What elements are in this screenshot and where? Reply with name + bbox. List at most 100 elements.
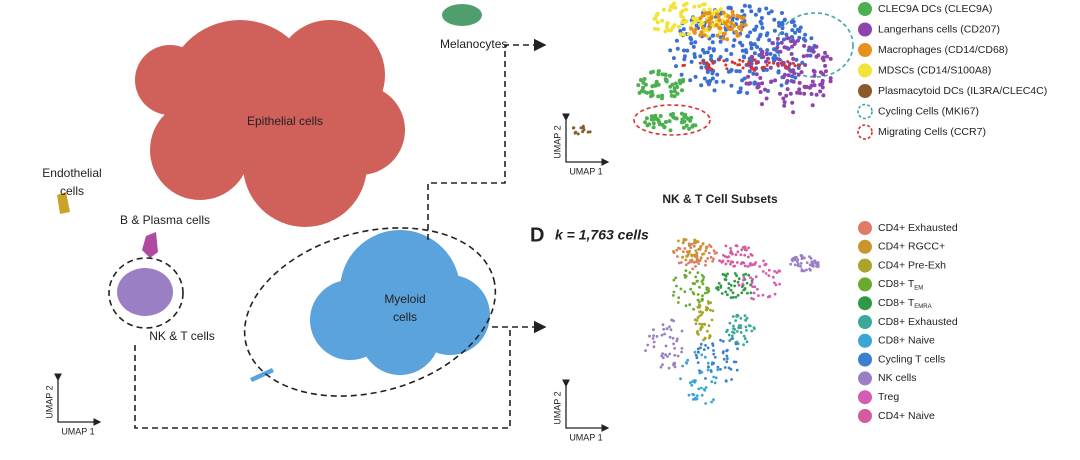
cell-dot [717,18,722,23]
cell-dot [823,50,827,55]
cell-dot [793,64,797,68]
cell-dot [674,116,679,121]
cell-dot [730,16,735,21]
cell-dot [661,323,665,327]
legend-marker [857,124,873,140]
legend-label: Macrophages (CD14/CD68) [878,44,1008,56]
cell-dot [749,283,752,287]
cell-dot [775,36,780,41]
cell-dot [717,281,721,285]
cell-dot [791,61,795,65]
cell-dot [776,69,781,74]
y-axis-label: UMAP 2 [44,385,54,418]
cell-dot [707,324,711,327]
cell-dot [652,328,655,331]
cell-dot [685,116,690,121]
cell-dot [752,80,757,85]
cell-dot [676,337,679,341]
cell-dot [744,325,748,329]
cell-dot [711,342,714,346]
cell-dot [700,48,705,52]
cell-dot [729,21,734,25]
cluster-label: cells [393,310,417,324]
cell-dot [708,243,711,247]
x-axis-label: UMAP 1 [61,426,94,436]
cell-dot [758,76,763,80]
cell-dot [810,103,815,108]
cell-dot [702,59,706,63]
cell-dot [735,33,740,38]
cell-dot [690,254,694,258]
cell-dot [672,362,676,365]
cell-dot [753,285,757,289]
cell-dot [790,35,795,40]
cell-dot [746,34,751,39]
cell-dot [738,86,743,91]
legend-label: Treg [878,391,899,403]
cell-dot [737,14,742,19]
cell-dot [729,247,732,250]
cell-dot [700,353,704,357]
cell-dot [748,62,753,67]
cell-dot [744,81,749,86]
cell-dot [725,67,729,71]
cell-dot [684,269,688,272]
cell-dot [706,257,710,260]
cell-dot [693,74,698,79]
cell-dot [735,313,739,317]
cell-dot [763,87,767,92]
cell-dot [679,10,683,15]
cell-dot [744,318,747,322]
cell-dot [724,57,729,62]
connector [427,38,547,240]
cell-dot [760,102,764,107]
cell-dot [692,260,696,264]
cell-dot [752,58,756,62]
plasma-cluster [142,232,158,258]
cell-dot [742,334,746,338]
cell-dot [677,296,681,299]
cell-dot [765,48,770,53]
cluster-label: Melanocytes [440,37,507,51]
cell-dot [814,92,819,97]
cell-dot [800,257,804,261]
cell-dot [667,119,672,124]
cell-dot [721,79,726,84]
legend-label: CD4+ Naive [878,410,935,422]
legend-marker [858,22,872,37]
cell-dot [784,93,789,98]
cell-dot [758,19,763,24]
cell-dot [688,271,692,274]
cell-dot [719,286,723,289]
cell-dot [726,14,731,19]
cell-dot [685,254,688,258]
cell-dot [672,290,676,294]
cell-dot [790,74,794,79]
cell-dot [691,44,696,49]
cell-dot [741,54,746,59]
cell-dot [726,293,729,297]
cell-dot [698,33,703,38]
cell-dot [748,30,753,35]
cell-dot [664,353,667,357]
cell-dot [681,27,686,32]
cell-dot [699,83,704,88]
nkt-cluster [117,268,173,316]
cell-dot [796,260,799,263]
nkt-outline [108,257,184,329]
x-axis-label: UMAP 1 [569,432,602,442]
cell-dot [782,100,787,105]
cell-dot [788,91,793,96]
cell-dot [805,268,808,272]
cell-dot [768,65,773,70]
cell-dot [740,48,745,53]
cell-dot [734,69,739,74]
cell-dot [717,26,722,30]
cell-dot [755,45,760,49]
cell-dot [726,69,731,74]
cell-dot [696,259,700,262]
cell-dot [695,255,698,259]
cell-dot [683,290,687,294]
cell-dot [729,83,734,88]
cell-dot [732,38,737,43]
